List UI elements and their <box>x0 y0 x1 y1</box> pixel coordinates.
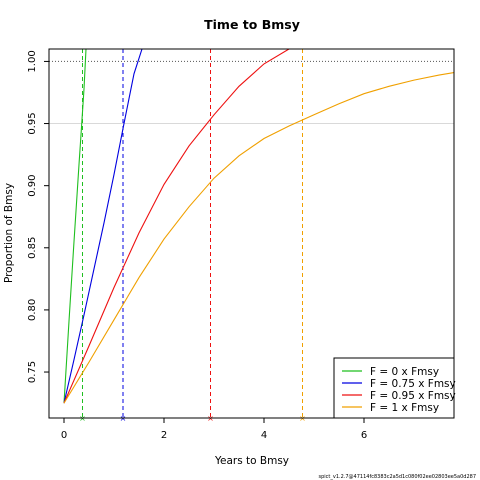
x-tick-label-2: 4 <box>261 430 267 441</box>
y-axis-ticks: 0.75 0.80 0.85 0.90 0.95 1.00 <box>27 50 49 383</box>
legend-label-2: F = 0.95 x Fmsy <box>370 390 456 402</box>
grid-layer <box>49 60 454 125</box>
legend-label-1: F = 0.75 x Fmsy <box>370 378 456 390</box>
plot-frame <box>48 48 455 419</box>
reference-vertical-lines <box>82 49 303 418</box>
chart-title: Time to Bmsy <box>204 17 300 32</box>
series-layer <box>63 49 454 404</box>
legend-label-0: F = 0 x Fmsy <box>370 366 439 378</box>
y-tick-label-1: 0.80 <box>27 299 38 321</box>
y-tick-label-3: 0.90 <box>27 175 38 197</box>
series-line-2 <box>63 49 290 404</box>
y-axis-label: Proportion of Bmsy <box>3 183 15 283</box>
legend-box <box>333 357 455 419</box>
x-tick-label-3: 6 <box>361 430 367 441</box>
series-line-3 <box>63 72 454 404</box>
y-tick-label-4: 0.95 <box>27 112 38 134</box>
y-tick-label-0: 0.75 <box>27 361 38 383</box>
x-tick-label-1: 2 <box>161 430 167 441</box>
series-line-0 <box>63 49 87 404</box>
y-tick-label-2: 0.85 <box>27 237 38 259</box>
x-axis-label: Years to Bmsy <box>214 455 289 467</box>
y-tick-label-5: 1.00 <box>27 50 38 72</box>
series-line-1 <box>63 49 143 404</box>
version-footnote: spict_v1.2.7@47114fc8383c2a5d1c080f02ee0… <box>319 474 477 480</box>
x-tick-label-0: 0 <box>61 430 67 441</box>
legend-label-3: F = 1 x Fmsy <box>370 402 439 414</box>
x-axis-ticks: 0 2 4 6 <box>61 418 367 441</box>
